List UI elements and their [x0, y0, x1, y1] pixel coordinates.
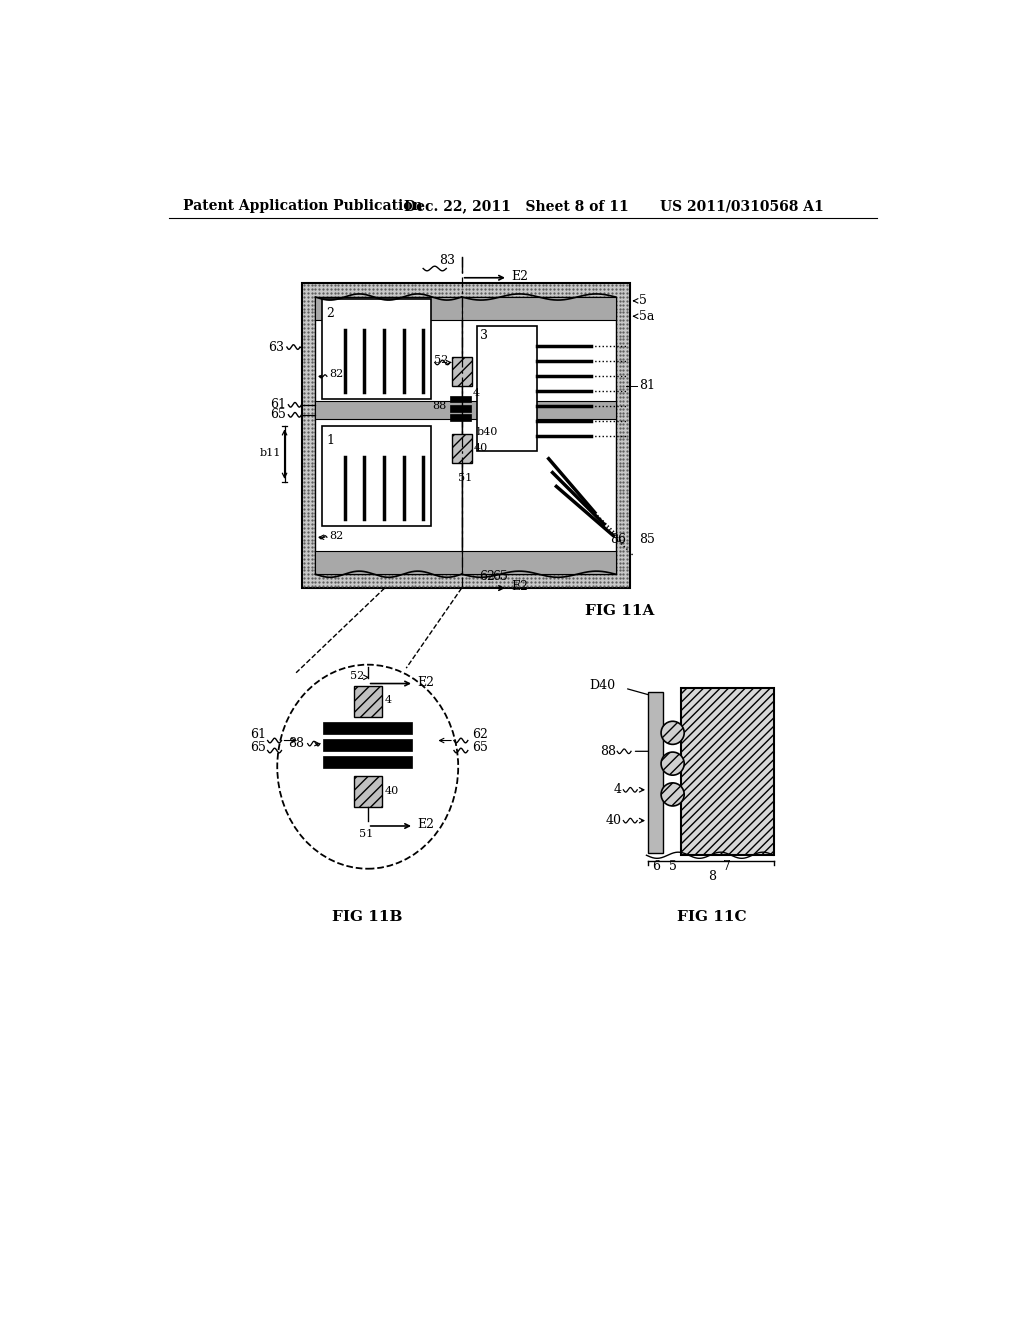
Polygon shape: [462, 297, 615, 574]
Text: US 2011/0310568 A1: US 2011/0310568 A1: [660, 199, 824, 213]
Text: 40: 40: [473, 444, 487, 453]
Polygon shape: [322, 426, 431, 527]
Text: E2: E2: [511, 269, 528, 282]
Text: 1: 1: [326, 434, 334, 446]
Polygon shape: [315, 297, 462, 574]
Text: 81: 81: [639, 379, 654, 392]
Text: E2: E2: [418, 676, 435, 689]
Text: D40: D40: [590, 680, 615, 693]
Text: b40: b40: [477, 426, 499, 437]
Text: 52: 52: [349, 671, 364, 681]
Text: 2: 2: [326, 306, 334, 319]
Text: 3: 3: [480, 329, 488, 342]
Text: 4: 4: [472, 388, 479, 399]
Text: 65: 65: [250, 741, 266, 754]
Text: 7: 7: [723, 861, 731, 874]
Polygon shape: [301, 284, 630, 589]
Polygon shape: [323, 722, 413, 734]
Text: 65: 65: [493, 570, 508, 583]
Text: 52: 52: [433, 355, 447, 366]
Text: 88: 88: [289, 737, 304, 750]
Polygon shape: [462, 297, 615, 321]
Text: FIG 11A: FIG 11A: [585, 605, 654, 618]
Text: 51: 51: [458, 473, 472, 483]
Text: 65: 65: [472, 741, 487, 754]
Polygon shape: [315, 297, 462, 321]
Text: 51: 51: [359, 829, 374, 840]
Text: 83: 83: [439, 255, 456, 268]
Circle shape: [662, 721, 684, 744]
Text: FIG 11C: FIG 11C: [677, 909, 746, 924]
Polygon shape: [681, 688, 773, 855]
Text: 86: 86: [609, 533, 626, 546]
Polygon shape: [315, 552, 462, 574]
Polygon shape: [323, 756, 413, 768]
Text: 62: 62: [472, 727, 487, 741]
Circle shape: [662, 752, 684, 775]
Text: 65: 65: [270, 408, 286, 421]
Text: 4: 4: [385, 696, 392, 705]
Polygon shape: [462, 401, 615, 418]
Text: 61: 61: [270, 399, 286, 412]
Text: FIG 11B: FIG 11B: [333, 909, 403, 924]
Text: 5: 5: [669, 861, 677, 874]
Text: E2: E2: [418, 818, 435, 832]
Polygon shape: [452, 358, 472, 385]
Text: 5a: 5a: [639, 310, 654, 323]
Polygon shape: [452, 434, 472, 462]
Polygon shape: [451, 405, 471, 412]
Text: 5: 5: [639, 294, 646, 308]
Text: 4: 4: [613, 783, 622, 796]
Polygon shape: [451, 414, 471, 421]
Polygon shape: [323, 739, 413, 751]
Text: 88: 88: [600, 744, 615, 758]
Text: 82: 82: [330, 531, 343, 541]
Text: 40: 40: [606, 814, 622, 828]
Polygon shape: [322, 300, 431, 400]
Polygon shape: [354, 686, 382, 717]
Text: 85: 85: [639, 533, 654, 546]
Polygon shape: [648, 692, 664, 853]
Polygon shape: [315, 401, 462, 418]
Text: b11: b11: [260, 447, 282, 458]
Polygon shape: [462, 552, 615, 574]
Text: 63: 63: [268, 341, 285, 354]
Text: 82: 82: [330, 370, 343, 379]
Polygon shape: [451, 396, 471, 403]
Polygon shape: [477, 326, 538, 451]
Text: 6: 6: [651, 861, 659, 874]
Text: 61: 61: [250, 727, 266, 741]
Polygon shape: [354, 776, 382, 807]
Text: 40: 40: [385, 787, 399, 796]
Text: Patent Application Publication: Patent Application Publication: [183, 199, 423, 213]
Circle shape: [662, 783, 684, 807]
Text: Dec. 22, 2011   Sheet 8 of 11: Dec. 22, 2011 Sheet 8 of 11: [403, 199, 629, 213]
Text: 62: 62: [479, 570, 496, 583]
Text: 8: 8: [708, 870, 716, 883]
Text: E2: E2: [511, 579, 528, 593]
Text: 88: 88: [432, 401, 446, 412]
